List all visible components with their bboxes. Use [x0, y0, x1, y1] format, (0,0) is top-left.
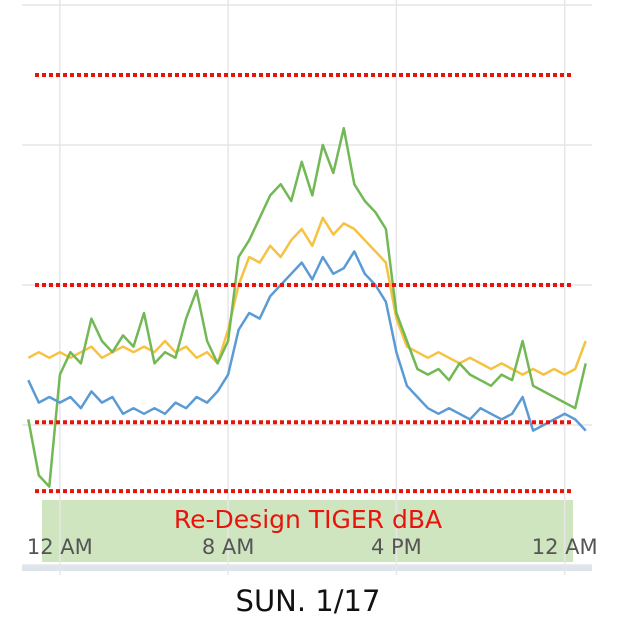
x-axis-label: SUN. 1/17 — [236, 584, 381, 618]
annotation-box — [42, 500, 573, 562]
series-line — [27, 126, 587, 488]
annotation: Re-Design TIGER dBA — [174, 505, 442, 534]
x-tick-label: 4 PM — [371, 535, 422, 559]
x-tick-label: 12 AM — [27, 535, 93, 559]
x-tick-label: 8 AM — [202, 535, 255, 559]
x-tick-label: 12 AM — [532, 535, 598, 559]
series-line — [27, 216, 587, 376]
series-line — [27, 250, 587, 432]
